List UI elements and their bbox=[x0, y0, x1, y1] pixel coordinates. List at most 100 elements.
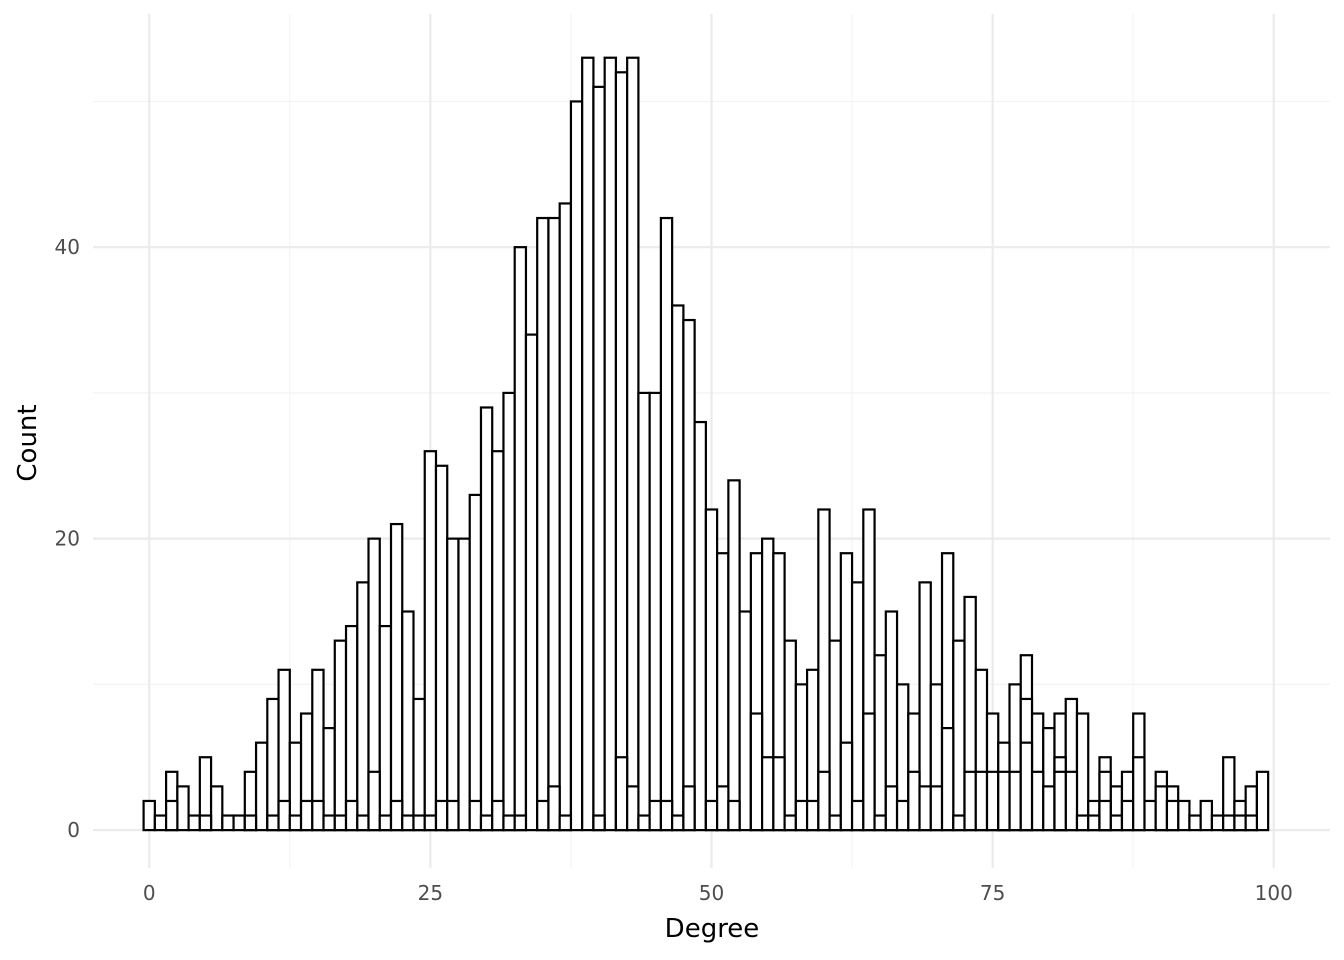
histogram-bar bbox=[1222, 814, 1236, 832]
x-tick-label: 50 bbox=[699, 881, 724, 905]
histogram-bar bbox=[592, 814, 606, 832]
histogram-bar bbox=[446, 799, 460, 832]
histogram-bar bbox=[772, 756, 786, 832]
histogram-bar bbox=[929, 785, 944, 832]
histogram-bar bbox=[401, 814, 415, 832]
histogram-bar bbox=[198, 814, 213, 832]
histogram-bar bbox=[446, 537, 460, 832]
histogram-bar bbox=[805, 799, 820, 832]
histogram-bar bbox=[850, 581, 865, 832]
histogram-bar bbox=[1087, 814, 1101, 832]
histogram-bar bbox=[637, 814, 651, 832]
histogram-bar bbox=[524, 333, 539, 832]
histogram-bar bbox=[581, 56, 595, 832]
histogram-bar bbox=[626, 56, 640, 832]
histogram-bar bbox=[1053, 770, 1067, 832]
histogram-bar bbox=[232, 814, 246, 832]
histogram-bar bbox=[243, 814, 258, 832]
histogram-bar bbox=[895, 799, 910, 832]
histogram-bar bbox=[322, 814, 336, 832]
x-tick-label: 100 bbox=[1255, 881, 1293, 905]
histogram-bar bbox=[1165, 799, 1180, 832]
histogram-bar bbox=[1075, 814, 1090, 832]
histogram-bar bbox=[547, 216, 561, 832]
histogram-bar bbox=[693, 420, 707, 832]
histogram-bar bbox=[333, 814, 348, 832]
histogram-bar bbox=[209, 785, 224, 832]
histogram-bar bbox=[614, 756, 629, 832]
histogram-bar bbox=[985, 770, 1000, 832]
histogram-bar bbox=[344, 799, 359, 832]
histogram-bar bbox=[1019, 741, 1034, 832]
histogram-bar bbox=[344, 624, 359, 832]
histogram-bar bbox=[1233, 814, 1247, 832]
histogram-bar bbox=[389, 799, 404, 832]
histogram-bar bbox=[1154, 785, 1169, 832]
histogram-bar bbox=[873, 654, 887, 832]
histogram-bar bbox=[367, 770, 381, 832]
histogram-bar bbox=[502, 391, 516, 832]
histogram-bar bbox=[1109, 814, 1124, 832]
histogram-bar bbox=[603, 56, 618, 832]
histogram-bar bbox=[513, 246, 528, 832]
histogram-bar bbox=[592, 85, 606, 832]
histogram-bar bbox=[783, 639, 797, 832]
histogram-bar bbox=[434, 464, 449, 832]
histogram-bar bbox=[536, 799, 550, 832]
histogram-bar bbox=[783, 814, 797, 832]
histogram-bar bbox=[356, 814, 370, 832]
histogram-bar bbox=[918, 785, 932, 832]
histogram-bar bbox=[221, 814, 235, 832]
histogram-bar bbox=[457, 537, 471, 832]
histogram-bar bbox=[794, 799, 809, 832]
histogram-bar bbox=[963, 770, 977, 832]
histogram-bar bbox=[187, 814, 201, 832]
histogram-bar bbox=[862, 712, 876, 832]
y-tick-label: 40 bbox=[55, 235, 80, 259]
histogram-bar bbox=[850, 799, 865, 832]
histogram-bar bbox=[311, 799, 325, 832]
histogram-bar bbox=[491, 450, 505, 832]
histogram-bar bbox=[569, 100, 584, 832]
histogram-bars bbox=[142, 56, 1270, 832]
histogram-bar bbox=[468, 799, 483, 832]
histogram-bar bbox=[940, 726, 955, 832]
histogram-bar bbox=[434, 799, 449, 832]
histogram-bar bbox=[1132, 756, 1146, 832]
histogram-bar bbox=[907, 770, 921, 832]
histogram-bar bbox=[1244, 814, 1259, 832]
histogram-bar bbox=[333, 639, 348, 832]
x-tick-label: 75 bbox=[980, 881, 1005, 905]
histogram-bar bbox=[558, 202, 573, 832]
histogram-bar bbox=[738, 610, 752, 832]
histogram-bar bbox=[378, 624, 393, 832]
histogram-bar bbox=[682, 785, 696, 832]
histogram-bar bbox=[502, 814, 516, 832]
histogram-bar bbox=[423, 814, 438, 832]
histogram-bar bbox=[389, 522, 404, 832]
x-tick-label: 0 bbox=[143, 881, 156, 905]
histogram-bar bbox=[648, 391, 662, 832]
histogram-bar bbox=[412, 697, 426, 832]
histogram-bar bbox=[288, 814, 303, 832]
histogram-bar bbox=[1143, 799, 1157, 832]
histogram-bar bbox=[1042, 785, 1056, 832]
histogram-bar bbox=[513, 814, 528, 832]
histogram-bar bbox=[176, 785, 190, 832]
x-axis-tick-labels: 0 25 50 75 100 bbox=[143, 881, 1293, 905]
histogram-bar bbox=[974, 770, 989, 832]
histogram-bar bbox=[659, 799, 674, 832]
histogram-bar bbox=[761, 756, 775, 832]
histogram-bar bbox=[817, 770, 831, 832]
histogram-bar bbox=[479, 814, 494, 832]
histogram-bar bbox=[716, 785, 730, 832]
y-axis-title: Count bbox=[13, 404, 43, 481]
histogram-bar bbox=[142, 799, 156, 832]
histogram-bar bbox=[749, 712, 764, 832]
histogram-bar bbox=[1188, 814, 1202, 832]
histogram-bar bbox=[558, 814, 573, 832]
histogram-bar bbox=[614, 71, 629, 832]
y-tick-label: 20 bbox=[55, 527, 80, 551]
histogram-bar bbox=[1098, 799, 1112, 832]
